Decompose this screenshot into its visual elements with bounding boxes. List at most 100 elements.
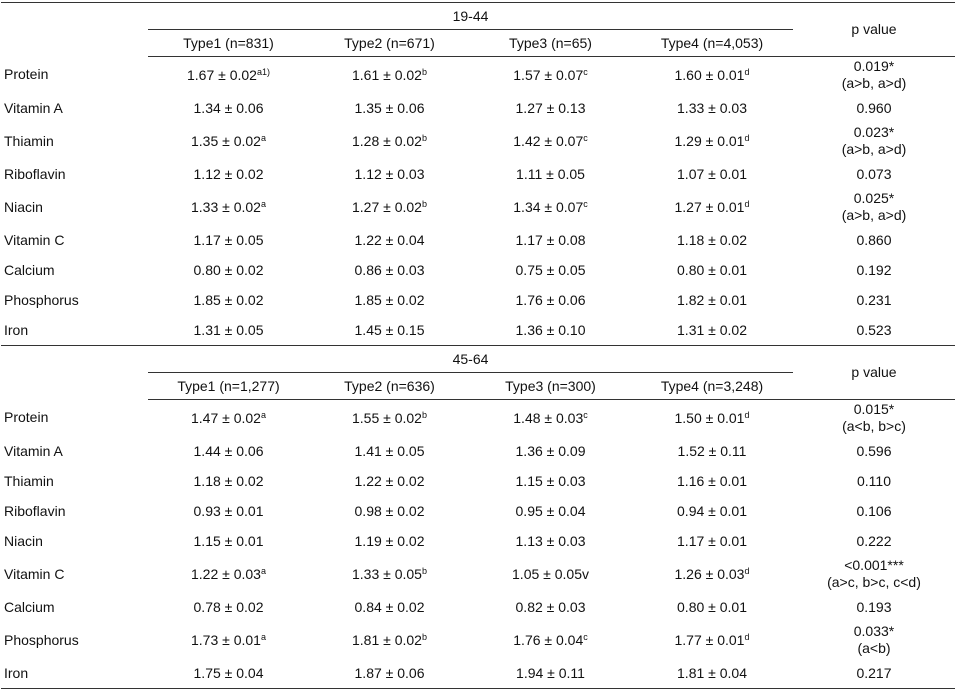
name-cell: Riboflavin [1,496,148,526]
p-value: 0.033* [853,623,895,639]
value-cell: 1.85 ± 0.02 [148,285,309,315]
value-cell: 1.42 ± 0.07c [470,123,631,159]
value-cell: 1.60 ± 0.01d [631,57,793,94]
type-cell: Type1 (n=831) [148,29,309,57]
value-cell: 1.33 ± 0.03 [631,93,793,123]
age-group: 45-64 [452,350,489,367]
type-header: Type2 (n=636) [344,377,435,394]
p-cell: 0.523 [793,315,955,346]
mean-sd: 1.05 ± 0.05v [512,565,589,582]
name-cell: Iron [1,658,148,689]
type-cell: Type2 (n=636) [309,372,470,400]
value-cell: 1.44 ± 0.06 [148,436,309,466]
value-cell: 0.86 ± 0.03 [309,255,470,285]
mean-sd: 1.57 ± 0.07 [513,66,584,83]
type-cell: Type2 (n=671) [309,29,470,57]
p-value: 0.596 [856,442,892,459]
p-cell: 0.231 [793,285,955,315]
nutrient-name: Phosphorus [4,291,79,308]
name-cell: Thiamin [1,123,148,159]
name-cell: Vitamin A [1,436,148,466]
p-value: 0.217 [856,664,892,681]
mean-sd: 1.27 ± 0.01 [674,198,745,215]
header-row: 45-64 p value [1,345,955,400]
p-cell: 0.106 [793,496,955,526]
p-value: 0.193 [856,598,892,615]
value-cell: 1.76 ± 0.04c [470,622,631,658]
value-cell: 1.19 ± 0.02 [309,526,470,556]
value-cell: 0.75 ± 0.05 [470,255,631,285]
mean-sd: 1.17 ± 0.01 [677,532,747,549]
mean-sd: 1.22 ± 0.04 [354,231,425,248]
superscript: d [744,66,750,77]
superscript: a [260,409,266,420]
value-cell: 1.76 ± 0.06 [470,285,631,315]
value-cell: 1.77 ± 0.01d [631,622,793,658]
value-cell: 1.11 ± 0.05 [470,159,631,189]
name-cell: Iron [1,315,148,346]
superscript: d [744,631,750,642]
nutrient-name: Phosphorus [4,631,79,648]
value-cell: 0.80 ± 0.01 [631,592,793,622]
superscript: b [421,66,427,77]
mean-sd: 1.33 ± 0.03 [677,99,747,116]
type-cell: Type1 (n=1,277) [148,372,309,400]
value-cell: 1.17 ± 0.01 [631,526,793,556]
value-cell: 1.33 ± 0.02a [148,189,309,225]
mean-sd: 1.34 ± 0.07 [513,198,584,215]
mean-sd: 1.28 ± 0.02 [352,132,422,149]
p-value: 0.222 [856,532,892,549]
value-cell: 1.35 ± 0.02a [148,123,309,159]
name-cell: Phosphorus [1,285,148,315]
value-cell: 1.50 ± 0.01d [631,400,793,437]
mean-sd: 1.47 ± 0.02 [191,409,261,426]
superscript: b [421,409,427,420]
mean-sd: 0.80 ± 0.01 [677,261,747,278]
p-header-cell: p value [793,2,955,57]
nutrient-name: Protein [4,409,49,426]
p-value: 0.015* [853,401,895,417]
p-value: 0.192 [856,261,892,278]
p-header-cell: p value [793,345,955,400]
mean-sd: 1.12 ± 0.03 [354,165,425,182]
superscript: c [583,631,588,642]
p-value: 0.025* [853,190,895,206]
data-row: Protein 1.47 ± 0.02a 1.55 ± 0.02b 1.48 ± 0.… [1,400,955,437]
value-cell: 1.22 ± 0.03a [148,556,309,592]
mean-sd: 1.94 ± 0.11 [516,664,585,681]
value-cell: 0.80 ± 0.02 [148,255,309,285]
type-header: Type4 (n=3,248) [660,377,764,394]
value-cell: 1.45 ± 0.15 [309,315,470,346]
mean-sd: 1.77 ± 0.01 [674,631,745,648]
nutrient-name: Calcium [4,598,55,615]
mean-sd: 0.78 ± 0.02 [193,598,264,615]
superscript: c [583,198,588,209]
mean-sd: 1.19 ± 0.02 [354,532,425,549]
value-cell: 1.15 ± 0.01 [148,526,309,556]
value-cell: 1.15 ± 0.03 [470,466,631,496]
type-cell: Type3 (n=65) [470,29,631,57]
p-value: <0.001*** [844,557,904,573]
mean-sd: 1.35 ± 0.02 [191,132,261,149]
mean-sd: 1.07 ± 0.01 [677,165,747,182]
superscript: b [421,132,427,143]
corner-cell [1,2,148,57]
value-cell: 1.05 ± 0.05v [470,556,631,592]
value-cell: 1.17 ± 0.05 [148,225,309,255]
superscript: a [260,631,266,642]
value-cell: 1.35 ± 0.06 [309,93,470,123]
mean-sd: 1.17 ± 0.05 [193,231,264,248]
value-cell: 1.47 ± 0.02a [148,400,309,437]
p-cell: 0.192 [793,255,955,285]
value-cell: 1.85 ± 0.02 [309,285,470,315]
value-cell: 1.22 ± 0.04 [309,225,470,255]
p-cell: 0.960 [793,93,955,123]
mean-sd: 1.17 ± 0.08 [515,231,586,248]
superscript: a [260,132,266,143]
value-cell: 0.95 ± 0.04 [470,496,631,526]
data-row: Vitamin A 1.44 ± 0.06 1.41 ± 0.05 1.36 ± 0.… [1,436,955,466]
type-header: Type2 (n=671) [344,34,435,51]
mean-sd: 1.42 ± 0.07 [513,132,584,149]
value-cell: 1.34 ± 0.06 [148,93,309,123]
